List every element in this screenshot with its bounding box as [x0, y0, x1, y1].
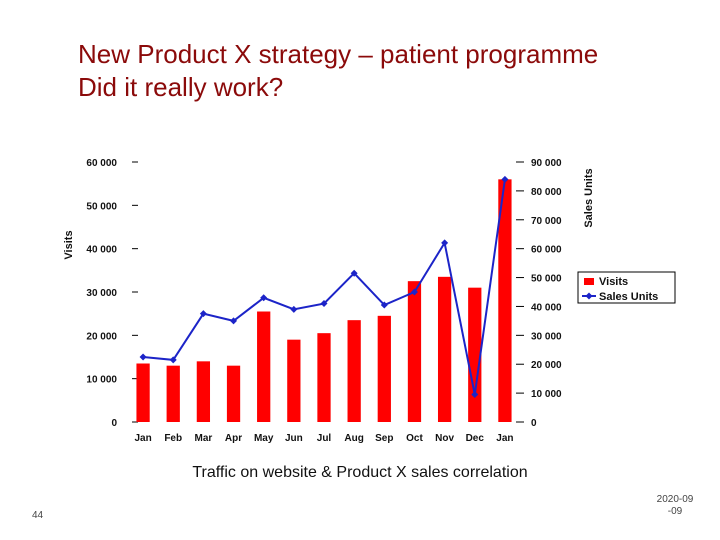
visits-bar [196, 361, 211, 422]
visits-bar [377, 315, 391, 422]
legend-sales-label: Sales Units [599, 291, 658, 303]
sales-units-line [139, 175, 509, 399]
sales-units-point [260, 294, 268, 302]
footer-date: 2020-09-09 [656, 494, 694, 517]
right-axis-tick-label: 90 000 [531, 158, 562, 169]
chart-caption: Traffic on website & Product X sales cor… [192, 464, 528, 481]
visits-bar [407, 281, 422, 422]
visits-bar [468, 287, 482, 422]
visits-bar [437, 276, 452, 422]
legend-visits-label: Visits [599, 276, 628, 288]
x-axis-tick-label: Jan [134, 433, 151, 444]
sales-units-point [290, 305, 298, 313]
right-axis-tick-label: 80 000 [531, 187, 562, 198]
x-axis-tick-label: Aug [344, 433, 363, 444]
x-axis-tick-label: Apr [225, 433, 242, 444]
x-axis-tick-label: Dec [466, 433, 485, 444]
x-axis-tick-label: Oct [406, 433, 423, 444]
left-axis-title: Visits [63, 230, 75, 259]
sales-units-point [471, 391, 479, 399]
right-axis-tick-label: 0 [531, 418, 537, 429]
x-axis-labels: Jan Feb Mar Apr May Jun Jul Aug Sep Oct Nov Dec Jan [134, 433, 513, 444]
x-axis-tick-label: Jul [317, 433, 332, 444]
slide-title-line-2: Did it really work? [78, 72, 284, 102]
x-axis-tick-label: Jun [285, 433, 303, 444]
left-axis-tick-label: 40 000 [86, 245, 117, 256]
visits-bar [136, 363, 150, 422]
right-axis: 0 10 000 20 000 30 000 40 000 50 000 60 000 70 … [516, 158, 562, 429]
left-axis: 0 10 000 20 000 30 000 40 000 50 000 60 000 [86, 158, 138, 429]
sales-units-point [139, 353, 147, 361]
x-axis-tick-label: Feb [164, 433, 182, 444]
x-axis-tick-label: Sep [375, 433, 393, 444]
sales-units-point [410, 288, 418, 296]
sales-units-point [199, 310, 207, 318]
slide-title: New Product X strategy – patient program… [78, 38, 598, 104]
visits-bar [347, 320, 361, 422]
legend-sales-marker [585, 292, 593, 300]
sales-units-point [350, 269, 358, 277]
sales-units-point [501, 175, 509, 183]
slide-title-line-1: New Product X strategy – patient program… [78, 39, 599, 69]
left-axis-tick-label: 10 000 [86, 375, 117, 386]
right-axis-tick-label: 30 000 [531, 331, 562, 342]
visits-bar [166, 365, 180, 422]
right-axis-tick-label: 20 000 [531, 360, 562, 371]
legend-frame [577, 271, 676, 304]
x-axis-tick-label: Mar [194, 433, 212, 444]
right-axis-tick-label: 70 000 [531, 216, 562, 227]
x-axis-tick-label: Jan [496, 433, 513, 444]
sales-units-point [380, 301, 388, 309]
visits-bar [287, 339, 301, 422]
right-axis-tick-label: 10 000 [531, 389, 562, 400]
chart-legend: Visits Sales Units [577, 271, 676, 304]
visits-bars [136, 179, 512, 422]
left-axis-tick-label: 30 000 [86, 288, 117, 299]
right-axis-tick-label: 40 000 [531, 302, 562, 313]
right-axis-tick-label: 60 000 [531, 245, 562, 256]
page-number: 44 [32, 510, 44, 521]
sales-units-point [320, 300, 328, 308]
visits-bar [257, 311, 271, 422]
legend-visits-swatch [584, 278, 594, 285]
right-axis-tick-label: 50 000 [531, 274, 562, 285]
x-axis-tick-label: May [254, 433, 274, 444]
left-axis-tick-label: 50 000 [86, 201, 117, 212]
x-axis-tick-label: Nov [435, 433, 454, 444]
left-axis-tick-label: 20 000 [86, 331, 117, 342]
sales-units-point [441, 239, 449, 247]
visits-bar [226, 365, 241, 422]
visits-bar [498, 179, 512, 422]
left-axis-tick-label: 0 [111, 418, 117, 429]
sales-units-point [230, 317, 238, 325]
left-axis-tick-label: 60 000 [86, 158, 117, 169]
sales-units-point [169, 356, 177, 364]
right-axis-title: Sales Units [583, 168, 595, 227]
visits-bar [317, 333, 331, 422]
